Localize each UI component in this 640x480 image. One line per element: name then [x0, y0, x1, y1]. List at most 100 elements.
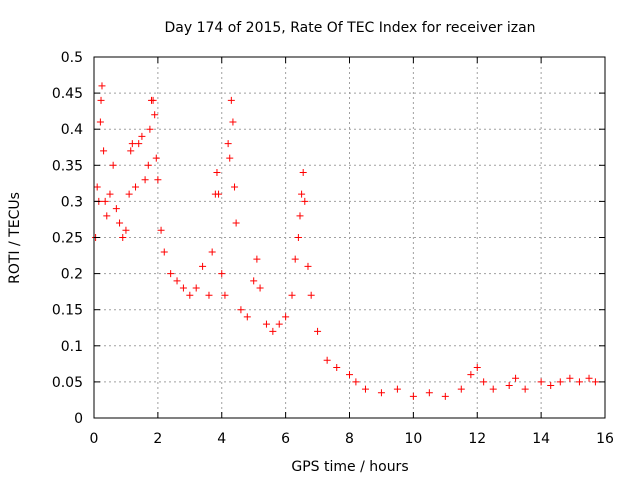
data-point [282, 313, 290, 321]
data-point [128, 140, 136, 148]
y-tick-label: 0.25 [52, 231, 83, 247]
x-tick-label: 16 [596, 431, 614, 447]
data-point [141, 176, 149, 184]
data-point [566, 374, 574, 382]
data-point [122, 226, 130, 234]
y-tick-label: 0.45 [52, 86, 83, 102]
data-point [218, 270, 226, 278]
data-point [505, 382, 513, 390]
data-point [352, 378, 360, 386]
x-axis-label: GPS time / hours [291, 459, 408, 475]
data-point [106, 190, 114, 198]
data-point [226, 154, 234, 162]
data-point [243, 313, 251, 321]
data-point [101, 197, 109, 205]
data-point [231, 183, 239, 191]
data-point [393, 385, 401, 393]
data-point [144, 161, 152, 169]
data-point [250, 277, 258, 285]
data-point [160, 248, 168, 256]
data-point [480, 378, 488, 386]
data-point [314, 327, 322, 335]
data-point [151, 111, 159, 119]
data-point [157, 226, 165, 234]
x-tick-label: 12 [468, 431, 486, 447]
data-point [301, 197, 309, 205]
data-point [112, 205, 120, 213]
data-point [146, 125, 154, 133]
data-point [149, 96, 157, 104]
data-point [221, 291, 229, 299]
data-point [93, 183, 101, 191]
axis-ticks: 0 0.05 0.1 0.15 0.2 0.25 0.3 0.35 0.4 0.45 0.5 0 2 4 6… [52, 50, 614, 447]
data-point [109, 161, 117, 169]
grid-lines [94, 57, 605, 418]
data-point [154, 176, 162, 184]
data-point [304, 262, 312, 270]
data-point [132, 183, 140, 191]
y-tick-label: 0.2 [61, 267, 83, 283]
data-point [299, 169, 307, 177]
data-point [441, 392, 449, 400]
x-tick-label: 4 [217, 431, 226, 447]
data-point [489, 385, 497, 393]
chart-title: Day 174 of 2015, Rate Of TEC Index for r… [164, 20, 535, 36]
x-tick-label: 2 [153, 431, 162, 447]
data-point [361, 385, 369, 393]
data-point [186, 291, 194, 299]
data-point [167, 270, 175, 278]
data-point [269, 327, 277, 335]
x-tick-label: 6 [281, 431, 290, 447]
y-tick-label: 0 [74, 411, 83, 427]
data-point [333, 363, 341, 371]
y-axis-label: ROTI / TECUs [7, 192, 23, 284]
y-tick-label: 0.05 [52, 375, 83, 391]
data-point [119, 234, 127, 241]
y-tick-label: 0.1 [61, 339, 83, 355]
data-point [521, 385, 529, 393]
x-tick-label: 14 [532, 431, 550, 447]
y-tick-label: 0.4 [61, 122, 83, 138]
data-point [135, 140, 143, 148]
data-point [229, 118, 237, 126]
data-point [96, 118, 104, 126]
y-tick-label: 0.15 [52, 303, 83, 319]
data-point [275, 320, 283, 328]
data-point [138, 132, 146, 140]
data-point [262, 320, 270, 328]
data-point [152, 154, 160, 162]
data-points [92, 82, 599, 400]
data-point [215, 190, 223, 198]
data-point [208, 248, 216, 256]
data-point [291, 255, 299, 263]
data-point [556, 378, 564, 386]
data-point [457, 385, 465, 393]
data-point [192, 284, 200, 292]
data-point [473, 363, 481, 371]
data-point [98, 82, 106, 90]
data-point [173, 277, 181, 285]
data-point [232, 219, 240, 227]
data-point [116, 219, 124, 227]
data-point [97, 96, 105, 104]
data-point [512, 374, 520, 382]
data-point [224, 140, 232, 148]
data-point [127, 147, 135, 155]
x-tick-label: 0 [90, 431, 99, 447]
data-point [237, 306, 245, 314]
data-point [323, 356, 331, 364]
data-point [467, 371, 475, 379]
data-point [125, 190, 133, 198]
data-point [346, 371, 353, 379]
data-point [294, 234, 302, 241]
y-tick-label: 0.5 [61, 50, 83, 66]
data-point [298, 190, 306, 198]
data-point [591, 378, 599, 386]
data-point [585, 374, 593, 382]
data-point [256, 284, 264, 292]
data-point [205, 291, 213, 299]
data-point [575, 378, 583, 386]
data-point [227, 96, 235, 104]
y-tick-label: 0.35 [52, 158, 83, 174]
